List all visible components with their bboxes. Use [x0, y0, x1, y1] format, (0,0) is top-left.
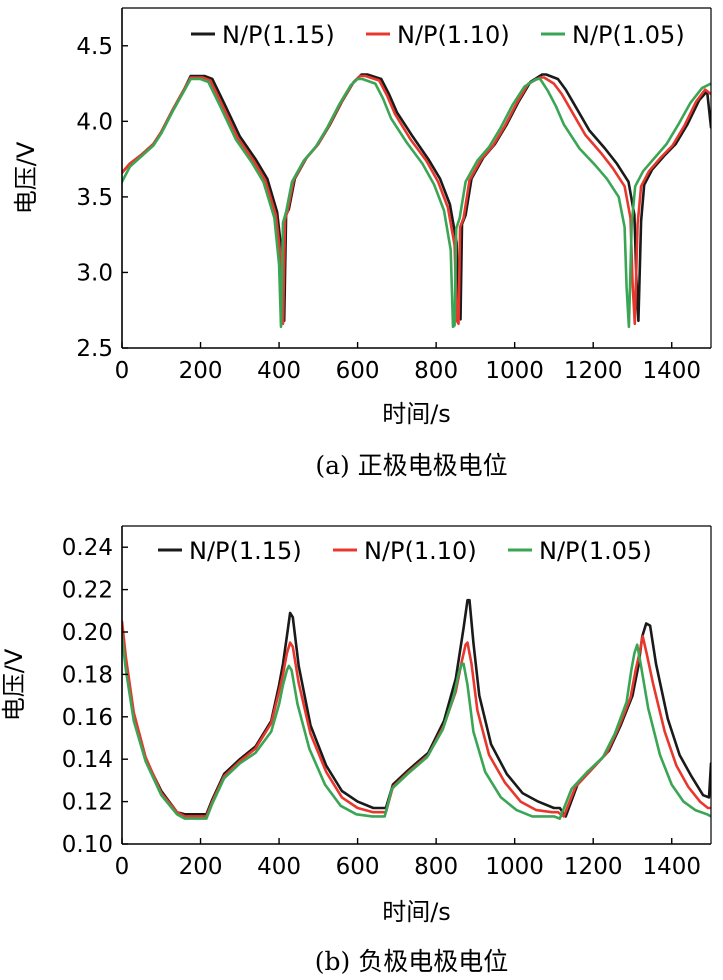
- panel-b-y-axis-label: 电压/V: [0, 648, 28, 721]
- panel-a-series-line-2: [122, 74, 711, 326]
- panel-b-caption: (b) 负极电极电位: [315, 947, 508, 976]
- panel-b-y-tick-label: 0.14: [62, 747, 113, 773]
- panel-a-x-tick-label: 200: [179, 358, 223, 384]
- panel-b-x-tick-label: 1400: [642, 854, 701, 880]
- panel-b-legend-label: N/P(1.10): [364, 537, 477, 565]
- panel-a-series-line-3: [122, 77, 711, 329]
- panel-a-y-tick-label: 4.0: [76, 109, 113, 135]
- panel-b-chart: 0 200 400 600 800 1000 1200 1400 0.10 0.12 0.14 0.1…: [0, 525, 712, 976]
- panel-a-legend-label: N/P(1.15): [222, 21, 335, 49]
- panel-b-y-tick-label: 0.18: [62, 662, 113, 688]
- panel-a-x-tick-label: 1400: [642, 358, 701, 384]
- panel-b-x-tick-label: 600: [336, 854, 380, 880]
- panel-b-legend-label: N/P(1.15): [189, 537, 302, 565]
- panel-a-series-line-1: [122, 73, 711, 323]
- panel-a-x-tick-label: 0: [115, 358, 130, 384]
- panel-a-y-tick-label: 2.5: [76, 336, 113, 362]
- panel-b-series-line-2: [122, 620, 711, 818]
- panel-a-x-tick-label: 800: [414, 358, 458, 384]
- panel-a-x-tick-label: 400: [257, 358, 301, 384]
- panel-b-y-tick-label: 0.12: [62, 790, 113, 816]
- panel-a-caption: (a) 正极电极电位: [315, 451, 507, 480]
- panel-a-y-tick-label: 4.5: [76, 34, 113, 60]
- panel-b-y-tick-label: 0.10: [62, 832, 113, 858]
- panel-a-y-tick-label: 3.0: [76, 260, 113, 286]
- panel-a-y-tick-label: 3.5: [76, 185, 113, 211]
- panel-b-x-axis-label: 时间/s: [382, 898, 451, 926]
- panel-b-y-tick-label: 0.24: [62, 535, 113, 561]
- panel-b-x-tick-label: 800: [414, 854, 458, 880]
- panel-b-y-tick-label: 0.16: [62, 705, 113, 731]
- panel-a-chart: 0 200 400 600 800 1000 1200 1400 2.5 3.0 3.5 4.0 4.5…: [12, 7, 712, 480]
- panel-b-x-tick-label: 1200: [564, 854, 623, 880]
- panel-b-x-tick-label: 200: [179, 854, 223, 880]
- panel-a-y-axis-label: 电压/V: [12, 141, 40, 214]
- panel-a-x-axis-label: 时间/s: [382, 400, 451, 428]
- panel-a-legend-label: N/P(1.10): [397, 21, 510, 49]
- panel-a-x-tick-label: 1200: [564, 358, 623, 384]
- panel-a-x-tick-label: 1000: [485, 358, 544, 384]
- panel-b-series-line-1: [122, 598, 711, 818]
- panel-b-y-tick-label: 0.22: [62, 578, 113, 604]
- panel-b-x-tick-label: 0: [115, 854, 130, 880]
- panel-b-x-tick-label: 400: [257, 854, 301, 880]
- panel-b-x-tick-label: 1000: [485, 854, 544, 880]
- panel-b-y-tick-label: 0.20: [62, 620, 113, 646]
- panel-b-series-line-3: [122, 634, 711, 820]
- panel-a-x-tick-label: 600: [336, 358, 380, 384]
- panel-b-legend-label: N/P(1.05): [539, 537, 652, 565]
- panel-a-legend-label: N/P(1.05): [572, 21, 685, 49]
